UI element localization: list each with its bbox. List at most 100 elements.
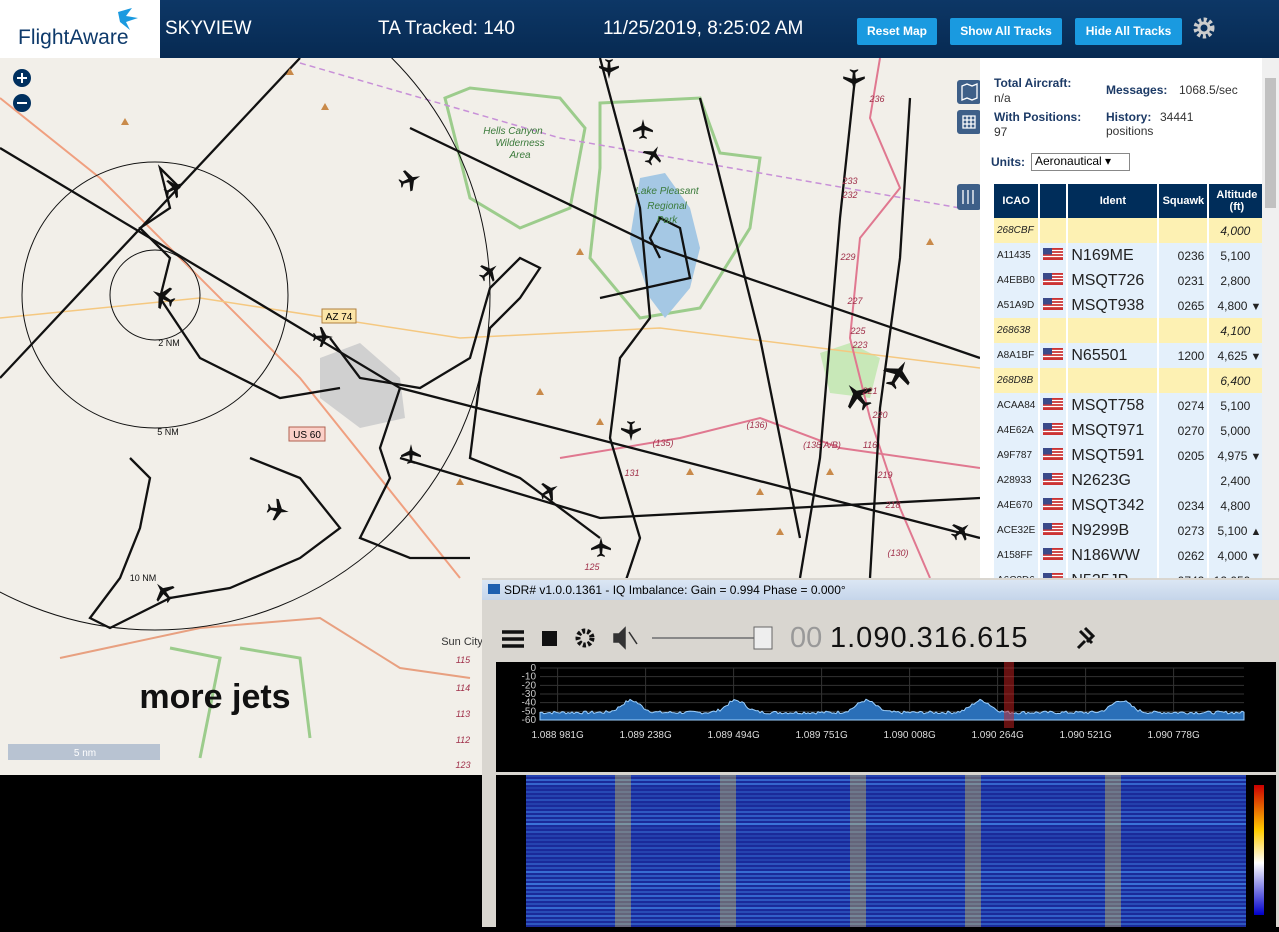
waterfall-peak [1105,775,1121,927]
button[interactable]: Show All Tracks [950,18,1062,45]
mute-button[interactable] [613,626,638,650]
ident: N186WW [1068,543,1158,568]
flag-cell [1040,443,1067,468]
road-label: 123 [455,760,470,770]
tracks [0,58,980,630]
waterfall-row [526,835,1246,837]
table-row[interactable]: A158FF N186WW 0262 4,000 ▼ [994,543,1265,568]
db-label: -50 [522,706,537,717]
waterfall-row [526,867,1246,869]
icao: A8A1BF [994,343,1039,368]
us-flag [1043,348,1064,360]
table-row[interactable]: A11435 N169ME 0236 5,100 [994,243,1265,268]
db-label: -10 [522,672,537,683]
table-row[interactable]: A4EBB0 MSQT726 0231 2,800 [994,268,1265,293]
us-flag [1043,473,1064,485]
db-label: 0 [530,663,536,674]
db-label: -20 [522,680,537,691]
flag-cell [1040,268,1067,293]
button[interactable]: Reset Map [857,18,937,45]
road-label: 221 [861,386,877,396]
table-row[interactable]: 268638 4,100 [994,318,1265,343]
scrollbar[interactable] [1262,58,1279,578]
altitude: 5,100 [1209,393,1265,418]
freq-dim: 00 [790,622,822,654]
waterfall-row [526,883,1246,885]
waterfall-row [526,859,1246,861]
altitude: 4,975 ▼ [1209,443,1265,468]
table-row[interactable]: ACAA84 MSQT758 0274 5,100 [994,393,1265,418]
col-header [1040,184,1067,218]
ident [1068,218,1158,243]
waterfall-peak [965,775,981,927]
header: FlightAware SKYVIEW TA Tracked: 140 11/2… [0,0,1279,58]
pin-button[interactable] [1076,626,1096,650]
window-title: SDR# v1.0.0.1361 - IQ Imbalance: Gain = … [504,583,846,597]
icao: 268CBF [994,218,1039,243]
settings-button[interactable] [575,628,595,648]
us-flag [1043,423,1064,435]
stop-button[interactable] [542,631,557,646]
stat-value: 34441 positions [1106,110,1194,138]
altitude: 4,800 ▼ [1209,293,1265,318]
icao: A28933 [994,468,1039,493]
ring-label: 10 NM [130,573,157,583]
units-select[interactable]: Aeronautical ▾ [1031,153,1130,171]
altitude: 5,000 [1209,418,1265,443]
waterfall-row [526,899,1246,901]
waterfall-row [526,847,1246,849]
ident: N65501 [1068,343,1158,368]
col-header: Ident [1068,184,1158,218]
road-labels: 236 233 232 229 227 225 223 221 220 219 218 (130) (1… [455,94,908,770]
db-label: -40 [522,698,537,709]
trend: ▼ [1250,300,1262,313]
icao: ACAA84 [994,393,1039,418]
urban [320,343,405,428]
settings-icon[interactable] [1192,16,1216,40]
squawk: 0236 [1159,243,1208,268]
shield-label: AZ 74 [326,312,353,323]
table-row[interactable]: A4E62A MSQT971 0270 5,000 [994,418,1265,443]
table-row[interactable]: A8A1BF N65501 1200 4,625 ▼ [994,343,1265,368]
table-row[interactable]: ACE32E N9299B 0273 5,100 ▲ [994,518,1265,543]
road-label: 225 [849,326,866,336]
scale-label: 5 nm [74,748,96,759]
freq-label: 1.088 981G [531,730,583,741]
us-flag [1043,273,1064,285]
datetime: 11/25/2019, 8:25:02 AM [603,18,804,39]
slider-thumb[interactable] [753,626,773,650]
table-row[interactable]: A28933 N2623G 2,400 [994,468,1265,493]
table-row[interactable]: A9F787 MSQT591 0205 4,975 ▼ [994,443,1265,468]
icao: A11435 [994,243,1039,268]
altitude-value: 4,000 [1220,223,1251,238]
waterfall-row [526,919,1246,921]
park [820,343,880,398]
freq-label: 1.089 751G [795,730,847,741]
table-row[interactable]: 268D8B 6,400 [994,368,1265,393]
logo-text: FlightAware [18,26,129,49]
button[interactable]: Hide All Tracks [1075,18,1182,45]
road [848,58,931,579]
table-row[interactable]: 268CBF 4,000 [994,218,1265,243]
menu-button[interactable] [502,630,524,648]
ident: MSQT971 [1068,418,1158,443]
altitude-value: 4,800 [1217,298,1248,313]
icao: A9F787 [994,443,1039,468]
waterfall-row [526,855,1246,857]
us-flag [1043,548,1064,560]
waterfall-peak [720,775,736,927]
shield [321,308,357,324]
waterfall-row [526,795,1246,797]
table-row[interactable]: A51A9D MSQT938 0265 4,800 ▼ [994,293,1265,318]
freq-label: 1.090 778G [1147,730,1199,741]
grid-button[interactable] [957,110,980,134]
road-label: 112 [456,735,470,745]
road-label: (136) [746,420,767,430]
altitude-value: 5,100 [1220,398,1251,413]
road-label: 131 [624,468,639,478]
waterfall-row [526,807,1246,809]
altitude-value: 6,400 [1220,373,1251,388]
park-boundary [443,86,587,230]
table-row[interactable]: A4E670 MSQT342 0234 4,800 [994,493,1265,518]
altitude: 2,400 [1209,468,1265,493]
